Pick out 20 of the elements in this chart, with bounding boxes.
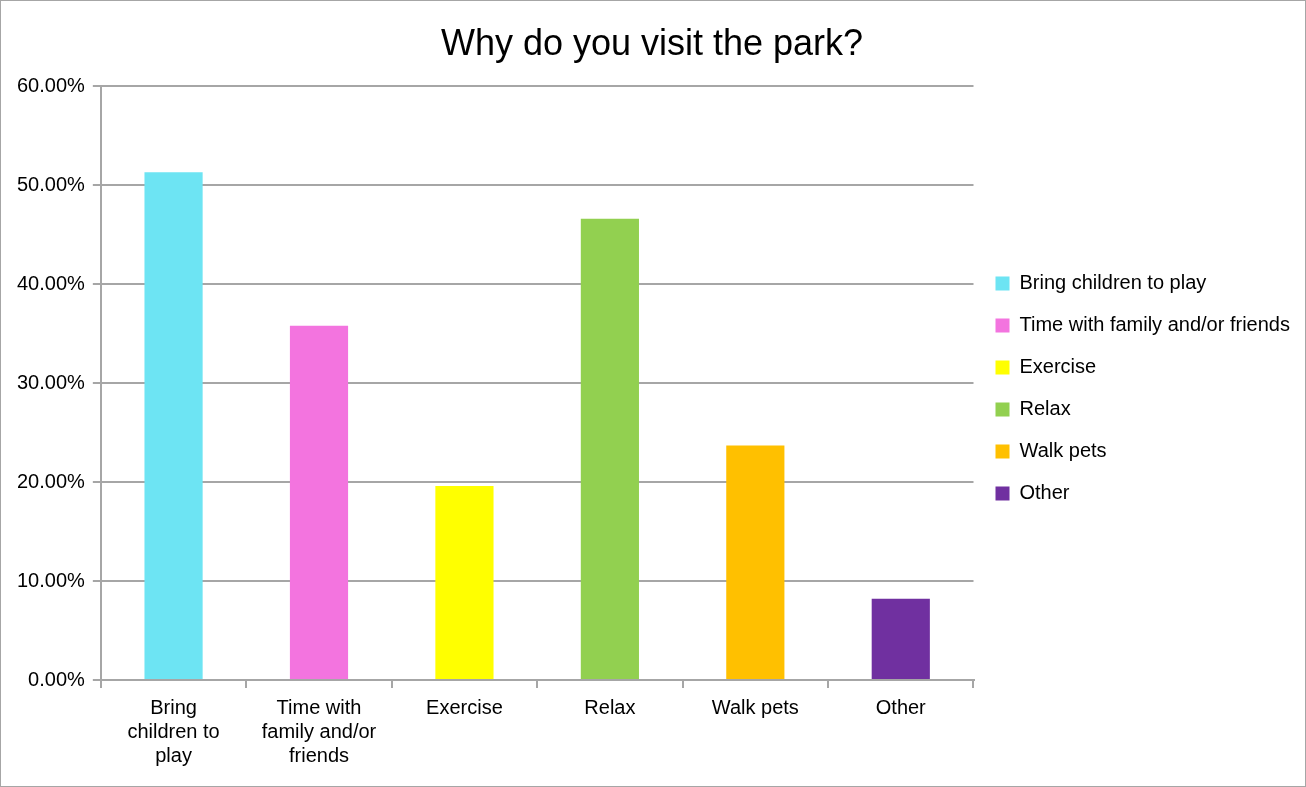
x-tick-label: Time with family and/or friends: [261, 695, 377, 766]
legend-label: Exercise: [1019, 355, 1097, 378]
x-tick-label: Bring children to play: [127, 695, 220, 766]
y-tick-label: 20.00%: [16, 469, 86, 492]
y-tick-label: 0.00%: [28, 667, 86, 690]
x-tick-label: Walk pets: [711, 695, 799, 718]
chart-title: Why do you visit the park?: [440, 21, 864, 63]
y-tick-label: 40.00%: [16, 271, 86, 294]
legend-label: Time with family and/or friends: [1019, 313, 1290, 336]
x-tick-label: Other: [875, 695, 927, 718]
legend-label: Bring children to play: [1019, 271, 1207, 294]
y-tick-label: 60.00%: [16, 73, 86, 96]
legend-label: Walk pets: [1019, 439, 1107, 462]
legend-label: Relax: [1019, 397, 1071, 420]
y-tick-label: 30.00%: [16, 370, 86, 393]
legend-label: Other: [1019, 481, 1070, 504]
x-tick-label: Exercise: [426, 695, 503, 718]
y-tick-label: 50.00%: [16, 172, 86, 195]
y-tick-label: 10.00%: [16, 568, 86, 591]
x-tick-label: Relax: [584, 695, 636, 718]
